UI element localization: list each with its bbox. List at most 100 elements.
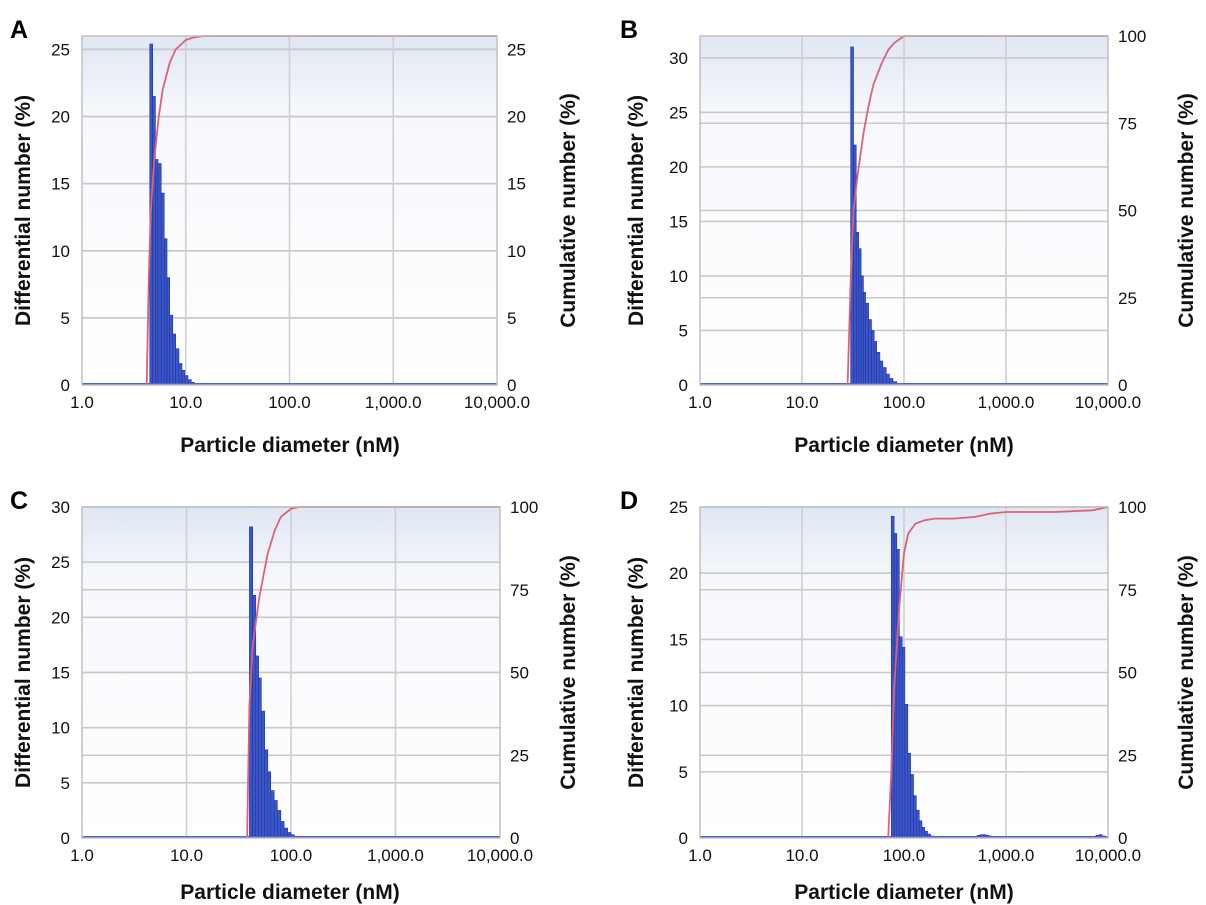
y2-tick-label: 50 bbox=[1118, 664, 1137, 683]
bar bbox=[267, 771, 272, 839]
x-axis-label: Particle diameter (nM) bbox=[794, 434, 1013, 457]
bar bbox=[907, 752, 911, 839]
x-tick-label: 100.0 bbox=[883, 846, 926, 865]
x-tick-label: 100.0 bbox=[270, 846, 313, 865]
x-tick-label: 10,000.0 bbox=[1075, 846, 1141, 865]
x-tick-label: 1.0 bbox=[688, 393, 712, 412]
y2-axis-label: Cumulative number (%) bbox=[557, 555, 580, 790]
bar bbox=[904, 703, 909, 839]
bar bbox=[863, 291, 866, 386]
bar bbox=[273, 800, 278, 839]
cumulative-line bbox=[887, 506, 1109, 839]
cumulative-line bbox=[145, 35, 497, 386]
y-tick-label: 5 bbox=[61, 774, 70, 793]
y-tick-label: 25 bbox=[669, 103, 688, 122]
y2-tick-label: 15 bbox=[507, 175, 526, 194]
x-axis-label: Particle diameter (nM) bbox=[794, 881, 1013, 904]
x-axis-label: Particle diameter (nM) bbox=[180, 434, 399, 457]
y2-tick-label: 50 bbox=[1118, 202, 1137, 221]
y2-axis-label: Cumulative number (%) bbox=[557, 93, 580, 328]
bar bbox=[155, 159, 159, 386]
bar bbox=[255, 655, 259, 839]
bar bbox=[175, 348, 180, 386]
y2-tick-label: 0 bbox=[1118, 376, 1127, 395]
bar bbox=[871, 330, 875, 386]
y2-tick-label: 50 bbox=[510, 664, 529, 683]
plot-frame bbox=[699, 35, 1109, 386]
y-axis-label: Differential number (%) bbox=[12, 95, 35, 326]
bar bbox=[172, 333, 176, 386]
bar bbox=[853, 144, 857, 386]
y2-tick-label: 100 bbox=[1118, 498, 1146, 517]
bar bbox=[899, 636, 903, 839]
bar bbox=[865, 302, 869, 386]
bar bbox=[169, 314, 174, 386]
y2-tick-label: 100 bbox=[1118, 27, 1146, 46]
x-tick-label: 10,000.0 bbox=[464, 393, 530, 412]
plot-frame bbox=[699, 506, 1109, 839]
plot-frame bbox=[81, 506, 501, 839]
bar bbox=[915, 809, 920, 839]
y2-tick-label: 25 bbox=[507, 40, 526, 59]
x-tick-label: 1,000.0 bbox=[367, 846, 424, 865]
x-tick-label: 10.0 bbox=[785, 846, 818, 865]
y-tick-label: 25 bbox=[51, 40, 70, 59]
panel-b: 0 5 10 15 20 25 30 0 25 50 75 100 1.0 10.0 100.0 1,000.… bbox=[620, 16, 1198, 457]
panel-letter: C bbox=[10, 487, 28, 515]
y-tick-label: 0 bbox=[61, 376, 70, 395]
x-axis-label: Particle diameter (nM) bbox=[180, 881, 399, 904]
x-tick-label: 1.0 bbox=[70, 846, 94, 865]
bar bbox=[270, 790, 275, 839]
y-tick-label: 0 bbox=[61, 829, 70, 848]
x-tick-label: 10.0 bbox=[785, 393, 818, 412]
x-tick-label: 1,000.0 bbox=[978, 393, 1035, 412]
x-tick-label: 10,000.0 bbox=[1075, 393, 1141, 412]
y-axis-label: Differential number (%) bbox=[625, 95, 648, 326]
bar bbox=[157, 163, 162, 386]
y2-tick-label: 25 bbox=[1118, 289, 1137, 308]
bar bbox=[918, 820, 923, 839]
panel-a: 0 5 10 15 20 25 0 5 10 15 20 25 1.0 10.0 100.0 1,000.0 1… bbox=[10, 16, 580, 457]
y-tick-label: 0 bbox=[679, 376, 688, 395]
bar bbox=[868, 319, 872, 386]
y-tick-label: 30 bbox=[51, 498, 70, 517]
bar bbox=[890, 515, 895, 839]
y-tick-label: 10 bbox=[669, 697, 688, 716]
bar bbox=[178, 363, 183, 386]
panel-letter: D bbox=[620, 487, 638, 515]
bar bbox=[873, 341, 878, 386]
x-tick-label: 1,000.0 bbox=[978, 846, 1035, 865]
x-tick-label: 10,000.0 bbox=[467, 846, 533, 865]
y-tick-label: 15 bbox=[51, 664, 70, 683]
x-tick-label: 100.0 bbox=[268, 393, 311, 412]
y-tick-label: 5 bbox=[61, 309, 70, 328]
y-tick-label: 15 bbox=[51, 175, 70, 194]
bar bbox=[860, 275, 864, 386]
bar bbox=[277, 810, 282, 839]
bar bbox=[261, 710, 265, 839]
x-tick-label: 100.0 bbox=[883, 393, 926, 412]
y-tick-label: 20 bbox=[51, 608, 70, 627]
bar bbox=[181, 369, 186, 386]
bar bbox=[280, 821, 285, 839]
y2-tick-label: 75 bbox=[1118, 114, 1137, 133]
y2-tick-label: 25 bbox=[1118, 746, 1137, 765]
y-tick-label: 10 bbox=[51, 719, 70, 738]
bar bbox=[896, 549, 900, 839]
y-tick-label: 5 bbox=[679, 321, 688, 340]
y-tick-label: 5 bbox=[679, 763, 688, 782]
y-tick-label: 0 bbox=[679, 829, 688, 848]
bar bbox=[901, 647, 906, 839]
y2-tick-label: 0 bbox=[510, 829, 519, 848]
y2-axis-label: Cumulative number (%) bbox=[1175, 555, 1198, 790]
bar bbox=[264, 749, 269, 839]
y-tick-label: 20 bbox=[669, 564, 688, 583]
x-tick-label: 10.0 bbox=[170, 846, 203, 865]
bar bbox=[910, 774, 914, 839]
bar bbox=[166, 277, 170, 386]
y-tick-label: 10 bbox=[669, 267, 688, 286]
bar bbox=[160, 192, 165, 386]
y2-tick-label: 10 bbox=[507, 242, 526, 261]
y2-tick-label: 20 bbox=[507, 108, 526, 127]
